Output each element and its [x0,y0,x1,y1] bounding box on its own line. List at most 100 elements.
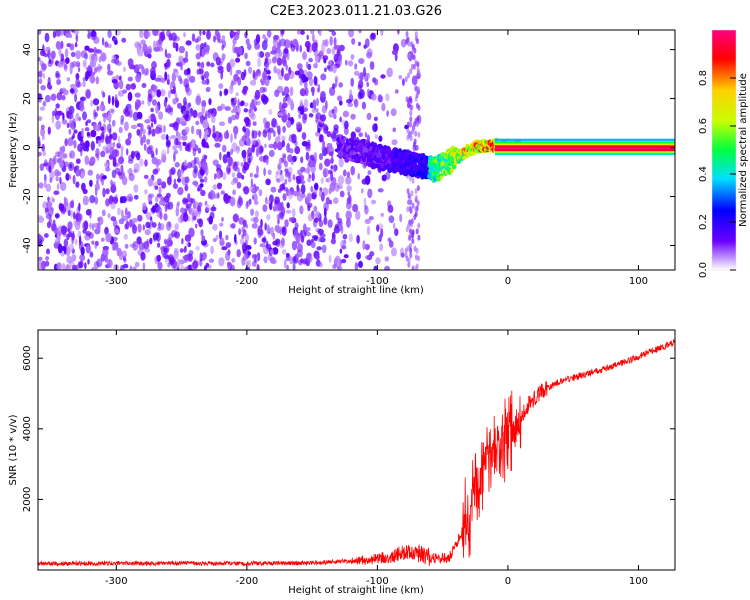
noise-speckle [130,124,138,130]
noise-speckle [325,100,328,111]
noise-speckle [80,50,88,58]
noise-speckle [93,122,96,131]
noise-speckle [166,176,172,185]
noise-speckle [378,135,383,142]
noise-speckle [201,100,207,108]
noise-speckle [315,112,322,120]
noise-speckle [46,248,50,255]
noise-speckle [159,77,166,83]
noise-speckle [294,146,301,155]
noise-speckle [328,254,332,263]
noise-speckle [272,232,276,240]
noise-speckle [288,217,295,222]
noise-speckle [301,140,308,147]
noise-speckle [144,189,148,195]
noise-speckle [153,47,160,52]
noise-speckle [54,238,61,244]
noise-speckle [370,93,377,101]
noise-speckle [409,247,413,254]
noise-speckle [172,121,179,131]
noise-speckle [180,264,184,270]
noise-speckle [350,165,356,176]
noise-speckle [75,73,80,80]
noise-speckle [204,200,208,206]
noise-speckle [293,229,299,240]
snr-ylabel: SNR (10 * v/v) [8,414,19,485]
noise-speckle [194,182,199,188]
noise-speckle [68,33,73,39]
noise-speckle [107,111,112,122]
noise-speckle [230,264,235,270]
noise-speckle [208,258,215,263]
noise-speckle [185,144,191,152]
noise-speckle [59,176,62,185]
noise-speckle [267,131,272,141]
noise-speckle [101,209,106,217]
noise-speckle [111,95,115,106]
noise-speckle [72,60,77,67]
noise-speckle [238,138,245,147]
noise-speckle [349,89,353,99]
noise-speckle [329,158,334,164]
noise-speckle [329,86,336,96]
noise-speckle [111,132,118,141]
noise-speckle [129,83,135,90]
noise-speckle [68,128,72,135]
noise-speckle [406,121,410,128]
noise-speckle [409,221,413,228]
noise-speckle [307,177,312,183]
noise-speckle [197,61,201,66]
noise-speckle [96,179,99,185]
noise-speckle [163,98,167,108]
noise-speckle [360,188,364,194]
noise-speckle [363,66,366,77]
noise-speckle [251,223,258,229]
noise-speckle [38,116,43,122]
noise-speckle [154,77,161,82]
noise-speckle [166,147,170,155]
noise-speckle [358,132,364,137]
noise-speckle [407,72,410,79]
noise-speckle [40,127,46,137]
noise-speckle [179,248,184,253]
noise-speckle [156,193,162,198]
noise-speckle [99,133,105,143]
noise-speckle [95,76,100,85]
noise-speckle [202,30,206,35]
noise-speckle [358,89,365,99]
noise-speckle [371,199,376,205]
noise-speckle [152,30,159,37]
noise-speckle [353,70,360,76]
noise-speckle [135,99,141,109]
noise-speckle [85,66,93,72]
noise-speckle [139,158,144,167]
noise-speckle [306,239,312,246]
noise-speckle [100,126,105,132]
carrier-band [494,145,675,148]
noise-speckle [273,65,277,74]
noise-speckle [319,153,323,161]
noise-speckle [56,79,62,85]
noise-speckle [280,201,284,210]
noise-speckle [281,249,287,255]
noise-speckle [98,216,104,226]
noise-speckle [328,151,334,157]
noise-speckle [313,182,319,191]
noise-speckle [355,128,361,133]
noise-speckle [173,178,177,185]
noise-speckle [341,258,347,264]
noise-speckle [217,39,224,44]
noise-speckle [285,209,292,214]
noise-speckle [343,254,349,259]
noise-speckle [292,38,298,47]
noise-speckle [310,241,316,249]
noise-speckle [94,66,101,71]
noise-speckle [233,96,237,103]
noise-speckle [147,177,154,187]
noise-speckle [166,58,171,68]
noise-speckle [388,240,394,248]
noise-speckle [324,67,327,73]
noise-speckle [42,73,46,79]
noise-speckle [52,30,57,39]
